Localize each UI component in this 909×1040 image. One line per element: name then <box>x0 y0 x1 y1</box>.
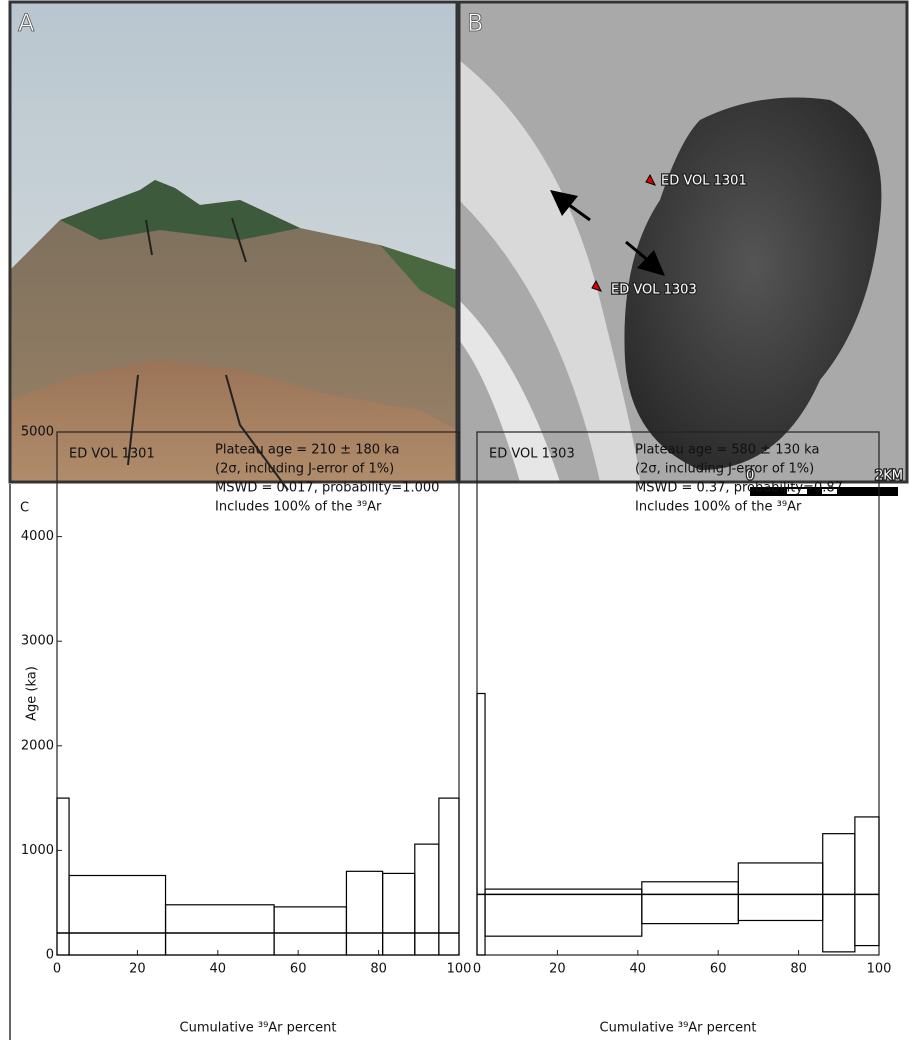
x-tick-label: 60 <box>710 962 727 977</box>
x-tick-label: 60 <box>290 962 307 977</box>
x-tick-label: 100 <box>867 962 892 977</box>
step-box <box>642 882 738 924</box>
y-axis-label: Age (ka) <box>25 666 40 721</box>
step-box <box>166 905 275 955</box>
step-box <box>738 863 822 921</box>
photo-b: B ED VOL 1301 ED VOL 1303 0 2KM <box>459 2 907 496</box>
x-tick-label: 0 <box>53 962 61 977</box>
x-tick-label: 20 <box>129 962 146 977</box>
x-tick-label: 40 <box>210 962 227 977</box>
y-tick-label: 2000 <box>21 738 54 753</box>
step-box <box>823 834 855 952</box>
step-box <box>274 907 346 955</box>
annotation: MSWD = 0.017, probability=1.000 <box>215 481 439 496</box>
panel-label: C <box>20 501 29 516</box>
annotation: (2σ, including J-error of 1%) <box>215 462 394 477</box>
x-tick-label: 80 <box>790 962 807 977</box>
panel-label: B <box>467 9 483 37</box>
x-axis-label: Cumulative ³⁹Ar percent <box>600 1021 757 1036</box>
annotation: MSWD = 0.37, probability=0.87 <box>635 481 843 496</box>
step-box <box>383 873 415 955</box>
x-tick-label: 20 <box>549 962 566 977</box>
x-tick-label: 0 <box>473 962 481 977</box>
annotation: Includes 100% of the ³⁹Ar <box>635 500 802 515</box>
y-tick-label: 1000 <box>21 843 54 858</box>
panel-label: A <box>18 9 35 37</box>
annotation: (2σ, including J-error of 1%) <box>635 462 814 477</box>
y-tick-label: 5000 <box>21 425 54 440</box>
step-box <box>855 817 879 946</box>
y-tick-label: 3000 <box>21 634 54 649</box>
x-axis-label: Cumulative ³⁹Ar percent <box>180 1021 337 1036</box>
x-tick-label: 80 <box>370 962 387 977</box>
step-box <box>415 844 439 955</box>
x-tick-label: 100 <box>447 962 472 977</box>
chart-title: ED VOL 1301 <box>69 447 155 462</box>
annotation: Plateau age = 210 ± 180 ka <box>215 443 399 458</box>
photo-a: A <box>10 2 457 490</box>
x-tick-label: 40 <box>630 962 647 977</box>
step-box <box>57 798 69 955</box>
step-box <box>346 871 382 955</box>
site-label: ED VOL 1301 <box>661 174 747 189</box>
step-box <box>485 889 642 936</box>
annotation: Includes 100% of the ³⁹Ar <box>215 500 382 515</box>
chart-title: ED VOL 1303 <box>489 447 575 462</box>
y-tick-label: 4000 <box>21 529 54 544</box>
annotation: Plateau age = 580 ± 130 ka <box>635 443 819 458</box>
step-box <box>69 876 165 955</box>
step-box <box>477 694 485 956</box>
y-tick-label: 0 <box>46 948 54 963</box>
figure: A B ED VOL 1301 ED VOL 1303 0 2KM C ED V… <box>0 0 909 1040</box>
step-box <box>439 798 459 955</box>
site-label: ED VOL 1303 <box>611 283 697 298</box>
